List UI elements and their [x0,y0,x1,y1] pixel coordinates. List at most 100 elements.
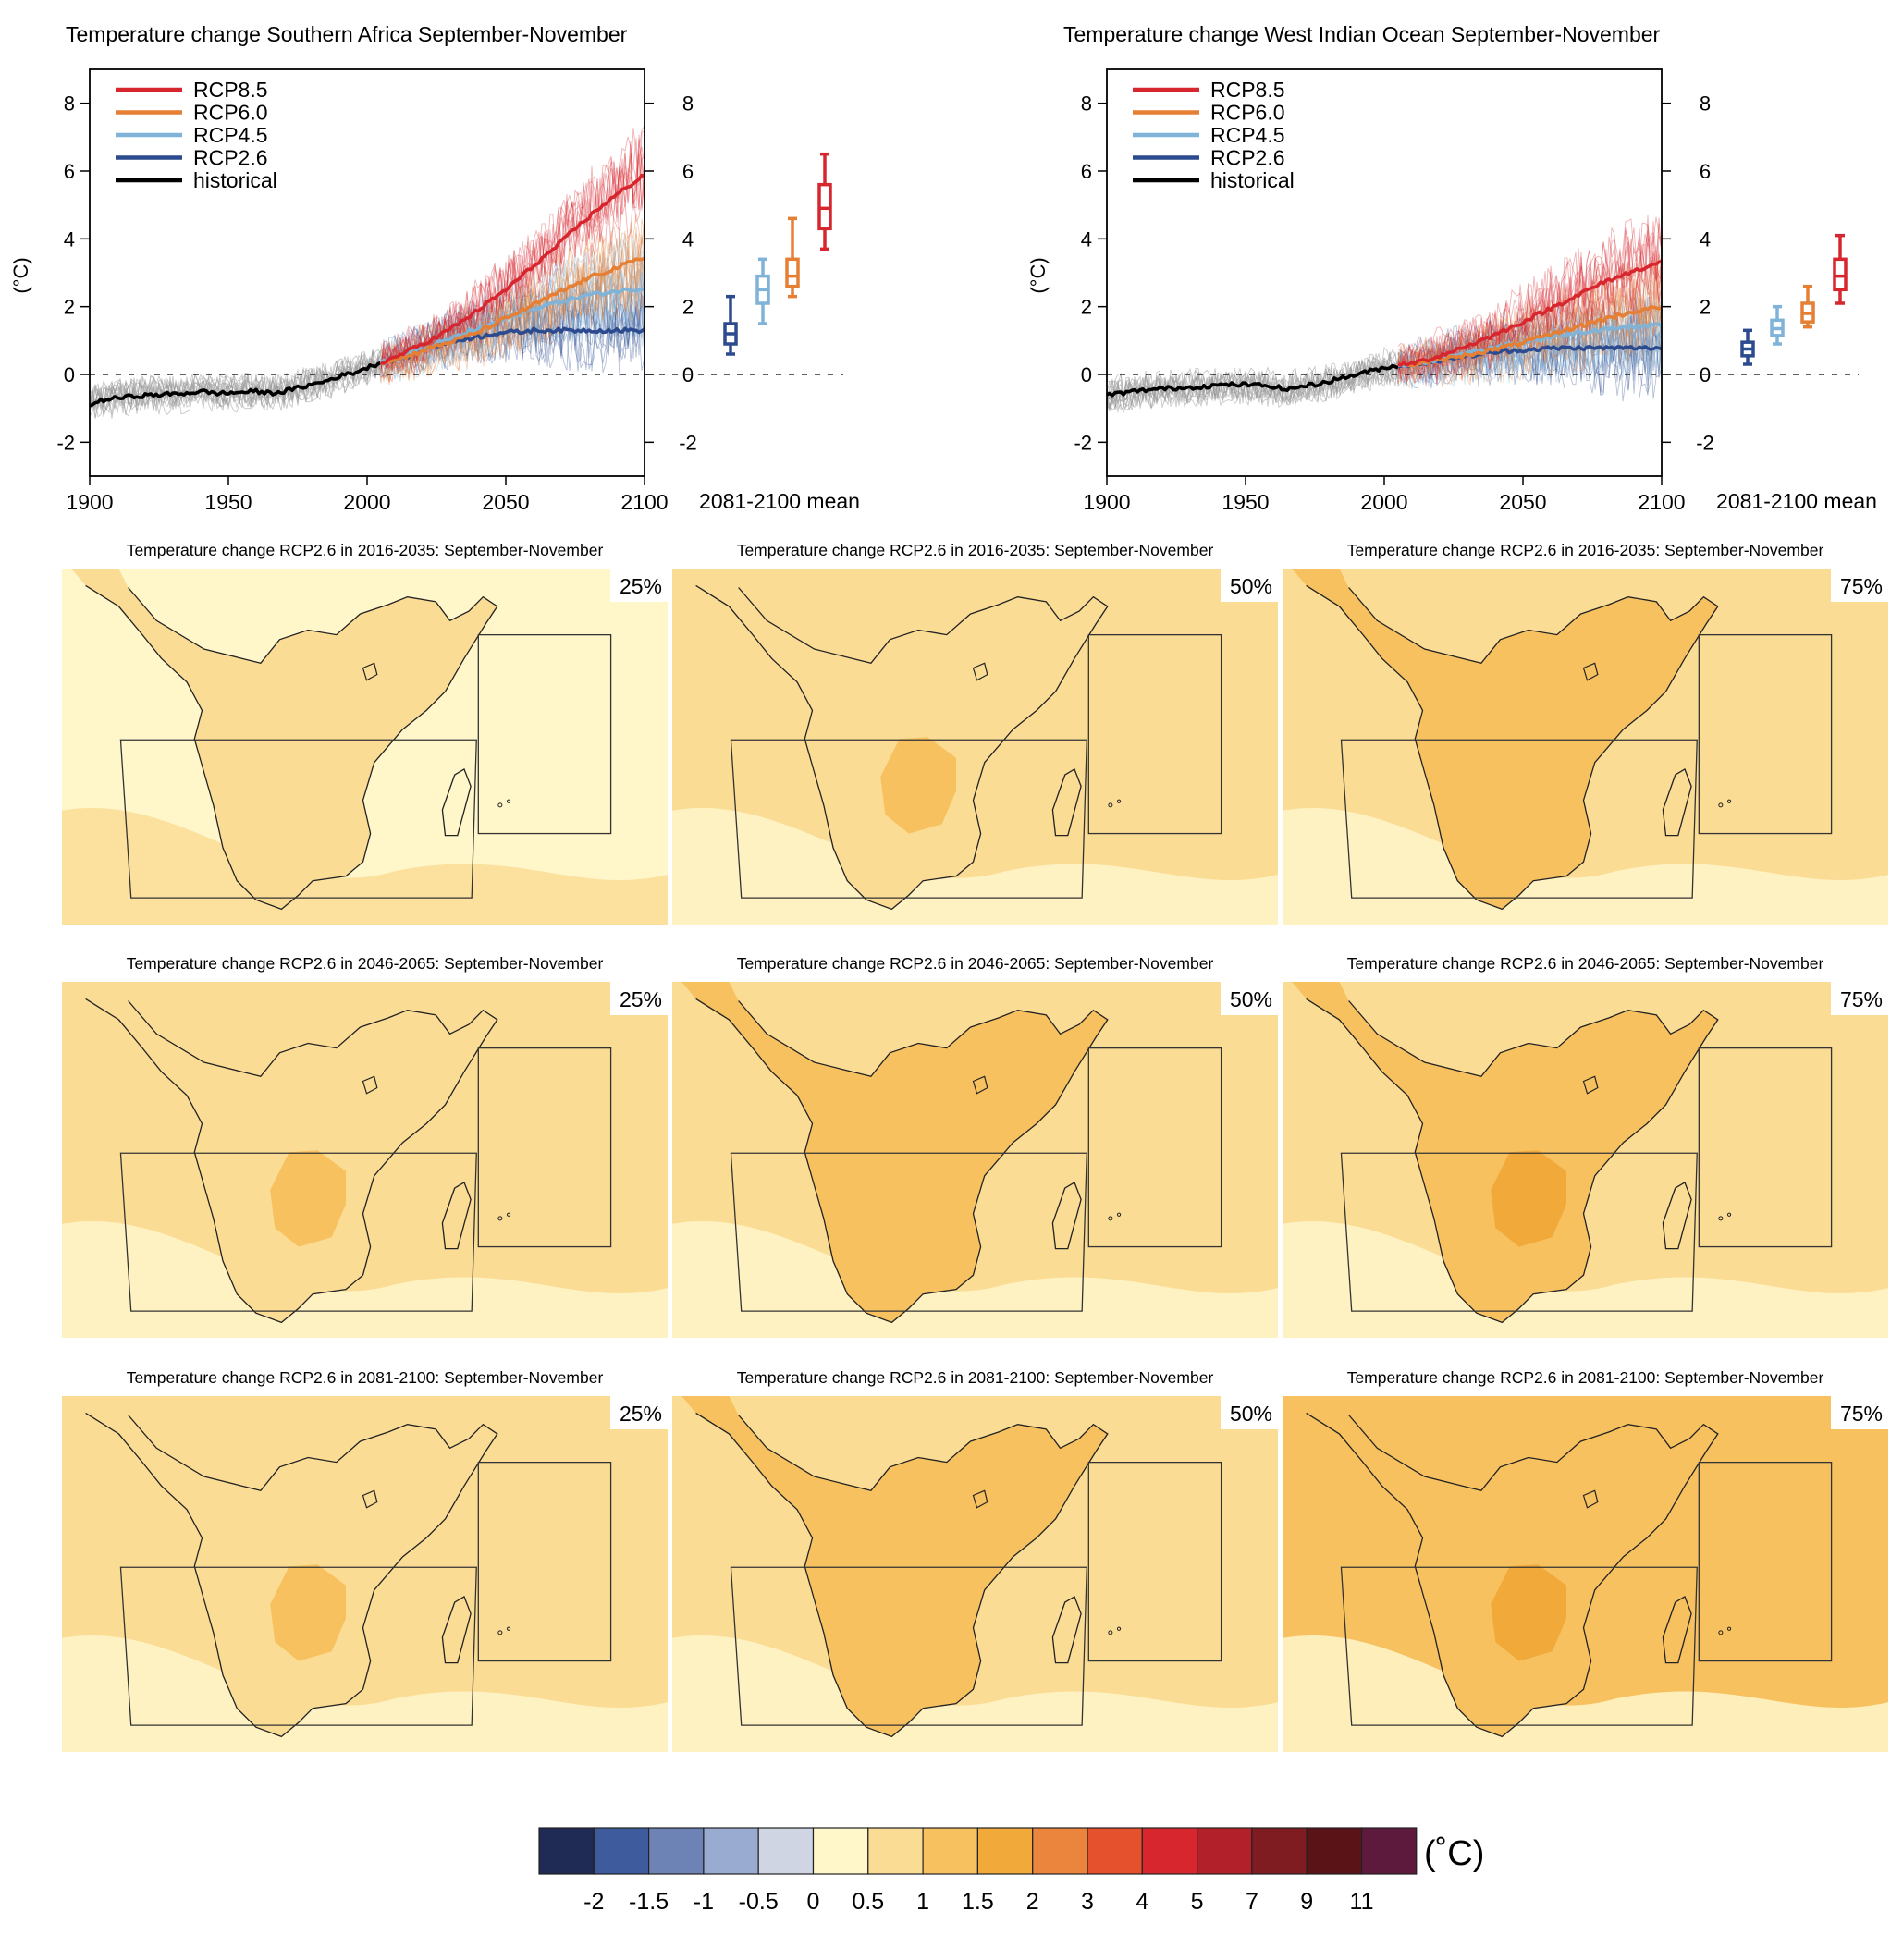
colorbar-cell [922,1827,978,1875]
map-field [672,1396,1278,1752]
region-box-southern-africa [1340,1152,1698,1312]
coastline [1306,998,1719,1324]
percentile-tag-bg [610,1396,668,1429]
box-rcp6-0 [785,216,800,299]
legend-label-rcp8-5: RCP8.5 [1210,78,1285,102]
y-tick-label: 6 [1081,160,1092,183]
ensemble-member-rcp8-5 [380,134,645,371]
y-tick-label: 4 [64,227,75,251]
y-axis-right: -2 0 2 4 6 8 [1662,92,1714,454]
map-land-field [681,569,1108,910]
colorbar: -2 -1.5 -1 -0.5 0 0.5 1 1.5 2 3 4 5 7 9 11 (˚C) [538,1827,1484,1915]
map-panel: Temperature change RCP2.6 in 2046-2065: … [1283,954,1888,1338]
percentile-tag-bg [1831,569,1888,602]
ensemble-member-rcp4-5 [1397,296,1662,383]
box-rcp8-5 [1833,233,1848,305]
map-field [62,569,668,925]
timeseries-west-indian-ocean: Temperature change West Indian Ocean Sep… [1026,22,1877,514]
ensemble-member-rcp4-5 [380,236,645,364]
percentile-tag: 50% [1230,1402,1272,1426]
y-tick-label: -2 [1074,431,1092,454]
coastline-madagascar [1662,1182,1692,1250]
region-box-west-indian-ocean [477,633,612,835]
ensemble-member-rcp6-0 [1397,276,1662,384]
map-grid: Temperature change RCP2.6 in 2016-2035: … [62,541,1888,1752]
ensemble-member-rcp2-6 [1397,330,1662,402]
island [506,1212,511,1217]
y-axis-label: (°C) [9,257,32,293]
x-tick-label: 2100 [620,490,668,514]
timeseries-southern-africa: Temperature change Southern Africa Septe… [9,22,860,514]
map-field [672,569,1278,925]
region-box-southern-africa [1340,739,1698,899]
ensemble-member-rcp8-5 [1397,214,1662,372]
coastline-madagascar [1051,1596,1082,1664]
x-tick-label: 2050 [1499,490,1546,514]
colorbar-label: -1 [694,1889,714,1915]
x-tick-label: 1950 [1222,490,1269,514]
legend-label-rcp4-5: RCP4.5 [1210,123,1285,147]
colorbar-cell [538,1827,595,1875]
x-axis: 1900 1950 2000 2050 2100 [1083,476,1686,514]
map-ocean-band [672,807,1278,925]
island [1116,1626,1122,1631]
coastline [85,998,498,1324]
chart-title: Temperature change West Indian Ocean Sep… [1063,22,1661,46]
island [497,802,503,808]
box-rcp4-5 [1770,304,1785,346]
map-land-field [681,1396,1108,1737]
y-tick-label: 8 [1700,92,1711,116]
y-tick-label: 2 [64,296,75,319]
ensemble-member-rcp6-0 [380,237,645,383]
coastline-madagascar [441,768,472,837]
map-title: Temperature change RCP2.6 in 2046-2065: … [127,954,604,973]
coastline-madagascar [1051,1182,1082,1250]
map-core-field [880,737,956,834]
ensemble-member-rcp8-5 [1397,237,1662,381]
colorbar-cell [757,1827,815,1875]
map-ocean-band [1283,1635,1888,1752]
colorbar-cell [593,1827,650,1875]
ensemble-member-rcp6-0 [380,230,645,375]
lake [362,1489,378,1509]
map-land-field [71,982,497,1323]
lake [1582,1489,1599,1509]
map-land-field [71,1396,497,1737]
map-land-field [71,569,497,910]
y-tick-label: 2 [682,296,694,319]
island [1718,1216,1724,1221]
y-axis-left: -2 0 2 4 6 8 [1074,92,1107,454]
island [497,1630,503,1635]
map-ocean-band [1283,1220,1888,1338]
colorbar-cell [703,1827,759,1875]
ensemble-member-rcp8-5 [1397,221,1662,375]
colorbar-label: 5 [1191,1889,1204,1915]
y-tick-label: 8 [682,92,694,116]
map-ocean-band [1283,807,1888,925]
ensemble-member-rcp6-0 [380,224,645,373]
map-core-field [1491,1150,1566,1247]
legend-label-rcp8-5: RCP8.5 [193,78,268,102]
colorbar-cell [1196,1827,1253,1875]
lake [362,662,378,681]
x-tick-label: 1900 [66,490,113,514]
y-tick-label: 4 [682,227,694,251]
x-axis: 1900 1950 2000 2050 2100 [66,476,669,514]
colorbar-cell [1141,1827,1198,1875]
map-title: Temperature change RCP2.6 in 2081-2100: … [127,1368,604,1387]
percentile-tag-bg [1221,569,1278,602]
percentile-tag-bg [1831,982,1888,1015]
map-ocean-band [62,1220,668,1338]
ensemble-member-rcp2-6 [1397,296,1662,374]
ensemble-member-rcp6-0 [380,239,645,384]
colorbar-label: -2 [583,1889,604,1915]
colorbar-label: 9 [1300,1889,1313,1915]
map-field [1283,1396,1888,1752]
map-panel: Temperature change RCP2.6 in 2046-2065: … [62,954,668,1338]
map-field [1283,569,1888,925]
y-axis-right: -2 0 2 4 6 8 [645,92,697,454]
colorbar-label: 0 [807,1889,820,1915]
ensemble-member-rcp2-6 [380,282,645,370]
map-panel: Temperature change RCP2.6 in 2081-2100: … [62,1368,668,1752]
